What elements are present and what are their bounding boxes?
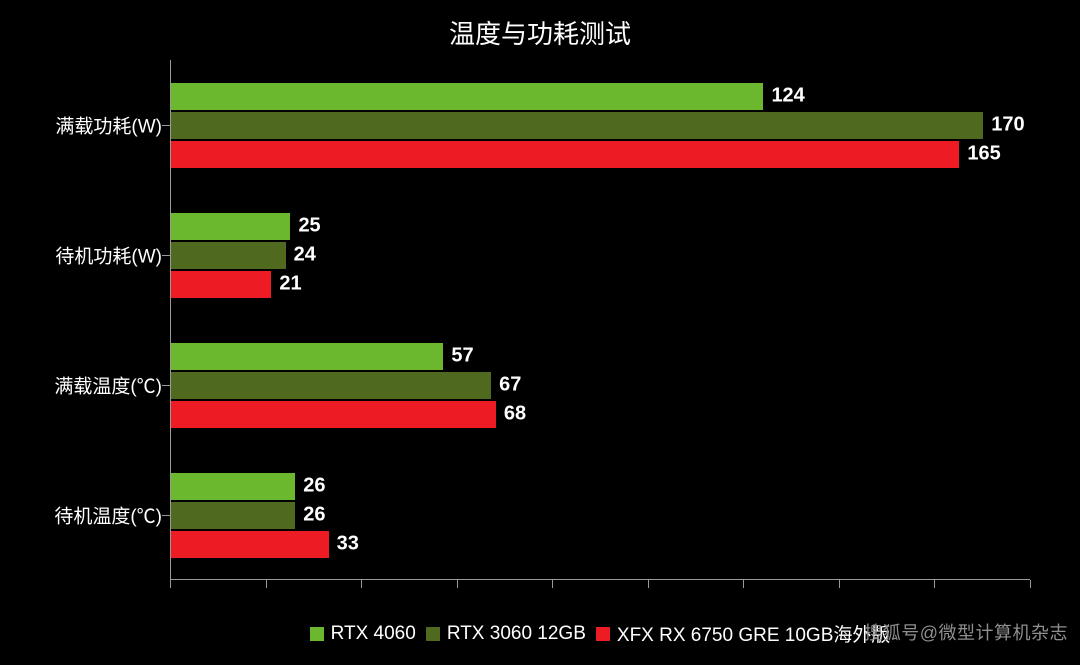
x-tick <box>1030 580 1031 588</box>
bar-group: 满载温度(℃)576768 <box>170 343 1030 428</box>
plot-area: 满载功耗(W)124170165 待机功耗(W)252421 满载温度(℃)5767… <box>170 60 1030 580</box>
bar-value-label: 26 <box>295 504 325 527</box>
x-tick <box>934 580 935 588</box>
legend-label: RTX 4060 <box>331 623 416 645</box>
bar-group: 待机功耗(W)252421 <box>170 213 1030 298</box>
legend-swatch <box>310 627 324 641</box>
x-tick <box>552 580 553 588</box>
legend-item: RTX 4060 <box>310 623 416 645</box>
bar: 170 <box>171 112 983 139</box>
x-tick <box>743 580 744 588</box>
bar-group: 满载功耗(W)124170165 <box>170 83 1030 168</box>
bar-value-label: 57 <box>443 345 473 368</box>
bar: 165 <box>171 141 959 168</box>
legend-label: XFX RX 6750 GRE 10GB海外版 <box>617 620 891 647</box>
x-tick <box>266 580 267 588</box>
category-label: 待机温度(℃) <box>0 502 170 529</box>
bar: 26 <box>171 473 295 500</box>
x-axis-line <box>170 579 1030 580</box>
bar: 57 <box>171 343 443 370</box>
bar-value-label: 124 <box>763 85 804 108</box>
category-label: 满载功耗(W) <box>0 112 170 139</box>
x-tick <box>170 580 171 588</box>
x-tick <box>361 580 362 588</box>
chart-title: 温度与功耗测试 <box>0 0 1080 57</box>
bar-value-label: 170 <box>983 114 1024 137</box>
category-label: 待机功耗(W) <box>0 242 170 269</box>
bar-value-label: 24 <box>286 244 316 267</box>
bar-group: 待机温度(℃)262633 <box>170 473 1030 558</box>
bar: 67 <box>171 372 491 399</box>
bar-value-label: 26 <box>295 475 325 498</box>
category-label: 满载温度(℃) <box>0 372 170 399</box>
legend-label: RTX 3060 12GB <box>447 623 586 645</box>
bar-value-label: 165 <box>959 143 1000 166</box>
x-tick <box>457 580 458 588</box>
x-tick <box>839 580 840 588</box>
legend-item: RTX 3060 12GB <box>426 623 586 645</box>
x-tick <box>648 580 649 588</box>
bar: 24 <box>171 242 286 269</box>
legend-swatch <box>596 627 610 641</box>
bar: 21 <box>171 271 271 298</box>
bar: 68 <box>171 401 496 428</box>
bar-value-label: 33 <box>329 533 359 556</box>
legend-swatch <box>426 627 440 641</box>
bar-value-label: 68 <box>496 403 526 426</box>
legend-item: XFX RX 6750 GRE 10GB海外版 <box>596 620 891 647</box>
bar: 26 <box>171 502 295 529</box>
bar: 124 <box>171 83 763 110</box>
bar-value-label: 25 <box>290 215 320 238</box>
watermark-text: 搜狐号@微型计算机杂志 <box>864 619 1068 645</box>
bar: 33 <box>171 531 329 558</box>
bar-value-label: 21 <box>271 273 301 296</box>
bar-value-label: 67 <box>491 374 521 397</box>
bar: 25 <box>171 213 290 240</box>
